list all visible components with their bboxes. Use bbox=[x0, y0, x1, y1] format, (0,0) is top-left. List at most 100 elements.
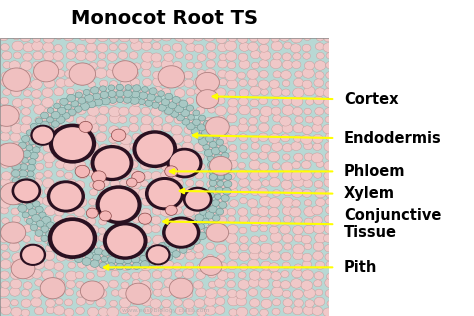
Circle shape bbox=[326, 198, 333, 205]
Circle shape bbox=[129, 227, 139, 234]
Circle shape bbox=[88, 244, 98, 252]
Circle shape bbox=[194, 44, 204, 52]
Circle shape bbox=[40, 278, 65, 299]
Circle shape bbox=[211, 147, 220, 155]
Circle shape bbox=[219, 146, 227, 152]
Circle shape bbox=[215, 106, 227, 116]
Circle shape bbox=[282, 89, 290, 96]
Circle shape bbox=[34, 234, 44, 242]
Circle shape bbox=[100, 199, 109, 206]
Circle shape bbox=[173, 69, 183, 77]
Circle shape bbox=[181, 109, 190, 117]
Circle shape bbox=[111, 226, 119, 233]
Circle shape bbox=[107, 263, 116, 270]
Circle shape bbox=[229, 144, 237, 151]
Circle shape bbox=[228, 296, 239, 306]
Circle shape bbox=[239, 252, 249, 261]
Circle shape bbox=[139, 250, 151, 260]
Circle shape bbox=[33, 98, 41, 106]
Circle shape bbox=[239, 227, 247, 234]
Circle shape bbox=[185, 262, 194, 269]
Circle shape bbox=[0, 33, 9, 41]
Circle shape bbox=[173, 61, 182, 69]
Circle shape bbox=[107, 261, 118, 271]
Circle shape bbox=[23, 225, 32, 232]
Circle shape bbox=[108, 189, 120, 199]
Circle shape bbox=[11, 88, 21, 97]
Circle shape bbox=[109, 97, 117, 103]
Circle shape bbox=[200, 257, 222, 276]
Circle shape bbox=[54, 88, 64, 96]
Circle shape bbox=[9, 224, 20, 234]
Circle shape bbox=[304, 61, 315, 70]
Circle shape bbox=[10, 196, 21, 205]
Circle shape bbox=[250, 35, 258, 42]
Circle shape bbox=[1, 72, 10, 79]
Circle shape bbox=[184, 126, 194, 134]
Circle shape bbox=[259, 152, 268, 159]
Circle shape bbox=[219, 202, 227, 208]
Circle shape bbox=[217, 178, 228, 188]
Circle shape bbox=[168, 245, 177, 252]
Circle shape bbox=[261, 261, 272, 270]
Circle shape bbox=[62, 235, 70, 241]
Circle shape bbox=[3, 88, 11, 95]
Circle shape bbox=[21, 190, 29, 197]
Circle shape bbox=[151, 225, 160, 233]
Circle shape bbox=[23, 282, 32, 289]
Circle shape bbox=[185, 189, 210, 210]
Circle shape bbox=[91, 145, 133, 181]
Circle shape bbox=[283, 80, 290, 87]
Circle shape bbox=[257, 188, 268, 197]
Circle shape bbox=[195, 172, 203, 179]
Circle shape bbox=[218, 142, 228, 151]
Circle shape bbox=[77, 170, 88, 179]
Circle shape bbox=[69, 239, 75, 245]
Circle shape bbox=[209, 127, 216, 132]
Circle shape bbox=[85, 252, 93, 259]
Circle shape bbox=[111, 270, 119, 277]
Circle shape bbox=[16, 198, 23, 205]
Circle shape bbox=[184, 291, 193, 298]
Circle shape bbox=[22, 168, 34, 178]
Circle shape bbox=[301, 235, 311, 244]
Circle shape bbox=[82, 245, 88, 250]
Circle shape bbox=[315, 71, 324, 79]
Circle shape bbox=[227, 172, 235, 179]
Circle shape bbox=[90, 182, 97, 188]
Circle shape bbox=[34, 61, 59, 82]
Circle shape bbox=[158, 258, 164, 263]
Circle shape bbox=[11, 169, 22, 178]
Circle shape bbox=[248, 259, 259, 269]
Circle shape bbox=[271, 107, 281, 115]
Circle shape bbox=[273, 71, 281, 78]
Circle shape bbox=[118, 225, 128, 234]
Circle shape bbox=[0, 288, 9, 297]
Circle shape bbox=[324, 215, 334, 223]
Circle shape bbox=[65, 205, 76, 214]
Circle shape bbox=[10, 142, 22, 152]
Circle shape bbox=[30, 124, 38, 130]
Circle shape bbox=[11, 178, 21, 186]
Circle shape bbox=[172, 206, 182, 214]
Circle shape bbox=[154, 163, 162, 169]
Circle shape bbox=[204, 198, 213, 205]
Circle shape bbox=[44, 52, 55, 61]
Circle shape bbox=[236, 297, 246, 306]
Circle shape bbox=[20, 70, 32, 81]
Circle shape bbox=[238, 97, 248, 106]
Circle shape bbox=[22, 197, 32, 206]
Circle shape bbox=[2, 225, 12, 233]
Circle shape bbox=[94, 148, 129, 178]
Circle shape bbox=[239, 118, 247, 125]
Circle shape bbox=[292, 177, 304, 187]
Circle shape bbox=[325, 116, 333, 123]
Circle shape bbox=[291, 44, 301, 53]
Circle shape bbox=[119, 208, 129, 216]
Circle shape bbox=[64, 244, 72, 250]
Circle shape bbox=[250, 216, 262, 226]
Circle shape bbox=[55, 181, 64, 188]
Circle shape bbox=[197, 308, 206, 316]
Circle shape bbox=[292, 269, 302, 278]
Circle shape bbox=[292, 200, 301, 207]
